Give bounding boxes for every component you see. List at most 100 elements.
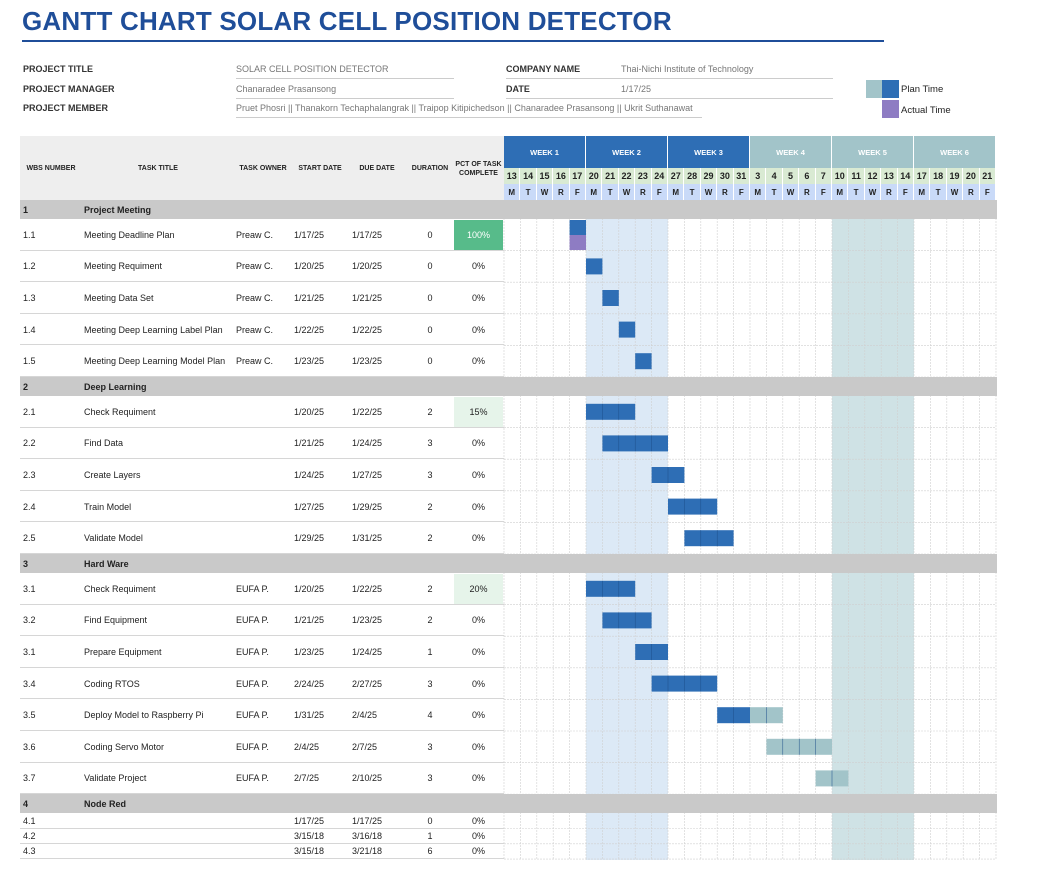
task-due-date[interactable]: 2/4/25 — [352, 710, 378, 721]
task-pct-complete[interactable]: 0% — [471, 469, 485, 480]
task-due-date[interactable]: 1/31/25 — [352, 533, 383, 544]
project-manager-value[interactable]: Chanaradee Prasansong — [236, 84, 337, 94]
task-owner[interactable]: Preaw C. — [236, 229, 274, 240]
task-duration[interactable]: 3 — [427, 678, 433, 689]
task-pct-complete[interactable]: 0% — [471, 324, 485, 335]
task-wbs[interactable]: 3.7 — [23, 773, 36, 784]
task-wbs[interactable]: 1.5 — [23, 356, 36, 367]
task-owner[interactable]: EUFA P. — [236, 615, 269, 626]
task-due-date[interactable]: 1/24/25 — [352, 438, 383, 449]
task-wbs[interactable]: 3.1 — [23, 583, 36, 594]
task-wbs[interactable]: 1.3 — [23, 292, 36, 303]
task-owner[interactable]: EUFA P. — [236, 773, 269, 784]
task-due-date[interactable]: 3/21/18 — [352, 846, 383, 857]
task-duration[interactable]: 0 — [427, 229, 433, 240]
task-wbs[interactable]: 3.4 — [23, 678, 36, 689]
task-pct-complete[interactable]: 0% — [471, 710, 485, 721]
task-owner[interactable]: EUFA P. — [236, 741, 269, 752]
task-wbs[interactable]: 2.3 — [23, 469, 36, 480]
task-wbs[interactable]: 2.5 — [23, 533, 36, 544]
task-due-date[interactable]: 1/29/25 — [352, 501, 383, 512]
task-duration[interactable]: 6 — [427, 846, 433, 857]
task-due-date[interactable]: 2/27/25 — [352, 678, 383, 689]
task-due-date[interactable]: 1/22/25 — [352, 583, 383, 594]
task-wbs[interactable]: 4.1 — [23, 815, 36, 826]
task-pct-complete[interactable]: 15% — [454, 397, 503, 427]
task-title[interactable]: Check Requiment — [84, 583, 156, 594]
task-duration[interactable]: 0 — [427, 324, 433, 335]
task-owner[interactable]: EUFA P. — [236, 646, 269, 657]
task-duration[interactable]: 2 — [427, 406, 433, 417]
task-start-date[interactable]: 2/24/25 — [294, 678, 325, 689]
task-owner[interactable]: Preaw C. — [236, 261, 274, 272]
task-title[interactable]: Find Equipment — [84, 615, 148, 626]
task-wbs[interactable]: 2.4 — [23, 501, 36, 512]
task-duration[interactable]: 1 — [427, 646, 433, 657]
task-title[interactable]: Validate Project — [84, 773, 147, 784]
task-wbs[interactable]: 4.2 — [23, 831, 36, 842]
task-owner[interactable]: Preaw C. — [236, 356, 274, 367]
task-duration[interactable]: 4 — [427, 710, 433, 721]
task-due-date[interactable]: 1/24/25 — [352, 646, 383, 657]
task-title[interactable]: Validate Model — [84, 533, 143, 544]
task-title[interactable]: Coding RTOS — [84, 678, 140, 689]
task-start-date[interactable]: 1/17/25 — [294, 815, 325, 826]
task-title[interactable]: Meeting Requiment — [84, 261, 163, 272]
task-pct-complete[interactable]: 0% — [471, 533, 485, 544]
task-wbs[interactable]: 3.6 — [23, 741, 36, 752]
task-title[interactable]: Meeting Deep Learning Model Plan — [84, 356, 226, 367]
task-due-date[interactable]: 1/23/25 — [352, 615, 383, 626]
task-title[interactable]: Deploy Model to Raspberry Pi — [84, 710, 204, 721]
task-wbs[interactable]: 2.1 — [23, 406, 36, 417]
task-due-date[interactable]: 1/17/25 — [352, 229, 383, 240]
task-duration[interactable]: 3 — [427, 741, 433, 752]
task-due-date[interactable]: 1/22/25 — [352, 406, 383, 417]
task-title[interactable]: Create Layers — [84, 469, 141, 480]
task-due-date[interactable]: 1/20/25 — [352, 261, 383, 272]
task-pct-complete[interactable]: 20% — [454, 574, 503, 604]
task-start-date[interactable]: 2/7/25 — [294, 773, 320, 784]
task-duration[interactable]: 1 — [427, 831, 433, 842]
task-title[interactable]: Meeting Deep Learning Label Plan — [84, 324, 223, 335]
task-wbs[interactable]: 3.5 — [23, 710, 36, 721]
task-pct-complete[interactable]: 0% — [471, 846, 485, 857]
task-start-date[interactable]: 1/21/25 — [294, 292, 325, 303]
task-due-date[interactable]: 1/21/25 — [352, 292, 383, 303]
task-title[interactable]: Prepare Equipment — [84, 646, 162, 657]
task-pct-complete[interactable]: 0% — [471, 815, 485, 826]
task-duration[interactable]: 0 — [427, 292, 433, 303]
task-wbs[interactable]: 4.3 — [23, 846, 36, 857]
task-pct-complete[interactable]: 0% — [471, 261, 485, 272]
task-wbs[interactable]: 2.2 — [23, 438, 36, 449]
task-title[interactable]: Check Requiment — [84, 406, 156, 417]
task-start-date[interactable]: 1/31/25 — [294, 710, 325, 721]
task-due-date[interactable]: 2/7/25 — [352, 741, 378, 752]
task-title[interactable]: Coding Servo Motor — [84, 741, 165, 752]
task-owner[interactable]: EUFA P. — [236, 710, 269, 721]
task-title[interactable]: Find Data — [84, 438, 124, 449]
task-due-date[interactable]: 1/22/25 — [352, 324, 383, 335]
task-pct-complete[interactable]: 0% — [471, 773, 485, 784]
task-duration[interactable]: 2 — [427, 501, 433, 512]
task-owner[interactable]: EUFA P. — [236, 583, 269, 594]
task-wbs[interactable]: 1.1 — [23, 229, 36, 240]
task-start-date[interactable]: 1/23/25 — [294, 356, 325, 367]
task-pct-complete[interactable]: 0% — [471, 438, 485, 449]
task-start-date[interactable]: 1/20/25 — [294, 406, 325, 417]
task-duration[interactable]: 0 — [427, 356, 433, 367]
task-pct-complete[interactable]: 0% — [471, 646, 485, 657]
task-duration[interactable]: 3 — [427, 469, 433, 480]
company-name-value[interactable]: Thai-Nichi Institute of Technology — [621, 64, 754, 74]
task-pct-complete[interactable]: 0% — [471, 615, 485, 626]
task-start-date[interactable]: 1/23/25 — [294, 646, 325, 657]
task-title[interactable]: Meeting Deadline Plan — [84, 229, 175, 240]
task-pct-complete[interactable]: 0% — [471, 831, 485, 842]
task-start-date[interactable]: 1/21/25 — [294, 615, 325, 626]
task-wbs[interactable]: 3.2 — [23, 615, 36, 626]
task-start-date[interactable]: 1/20/25 — [294, 261, 325, 272]
task-due-date[interactable]: 3/16/18 — [352, 831, 383, 842]
task-duration[interactable]: 2 — [427, 583, 433, 594]
task-due-date[interactable]: 1/23/25 — [352, 356, 383, 367]
task-duration[interactable]: 0 — [427, 815, 433, 826]
task-pct-complete[interactable]: 100% — [454, 220, 503, 250]
